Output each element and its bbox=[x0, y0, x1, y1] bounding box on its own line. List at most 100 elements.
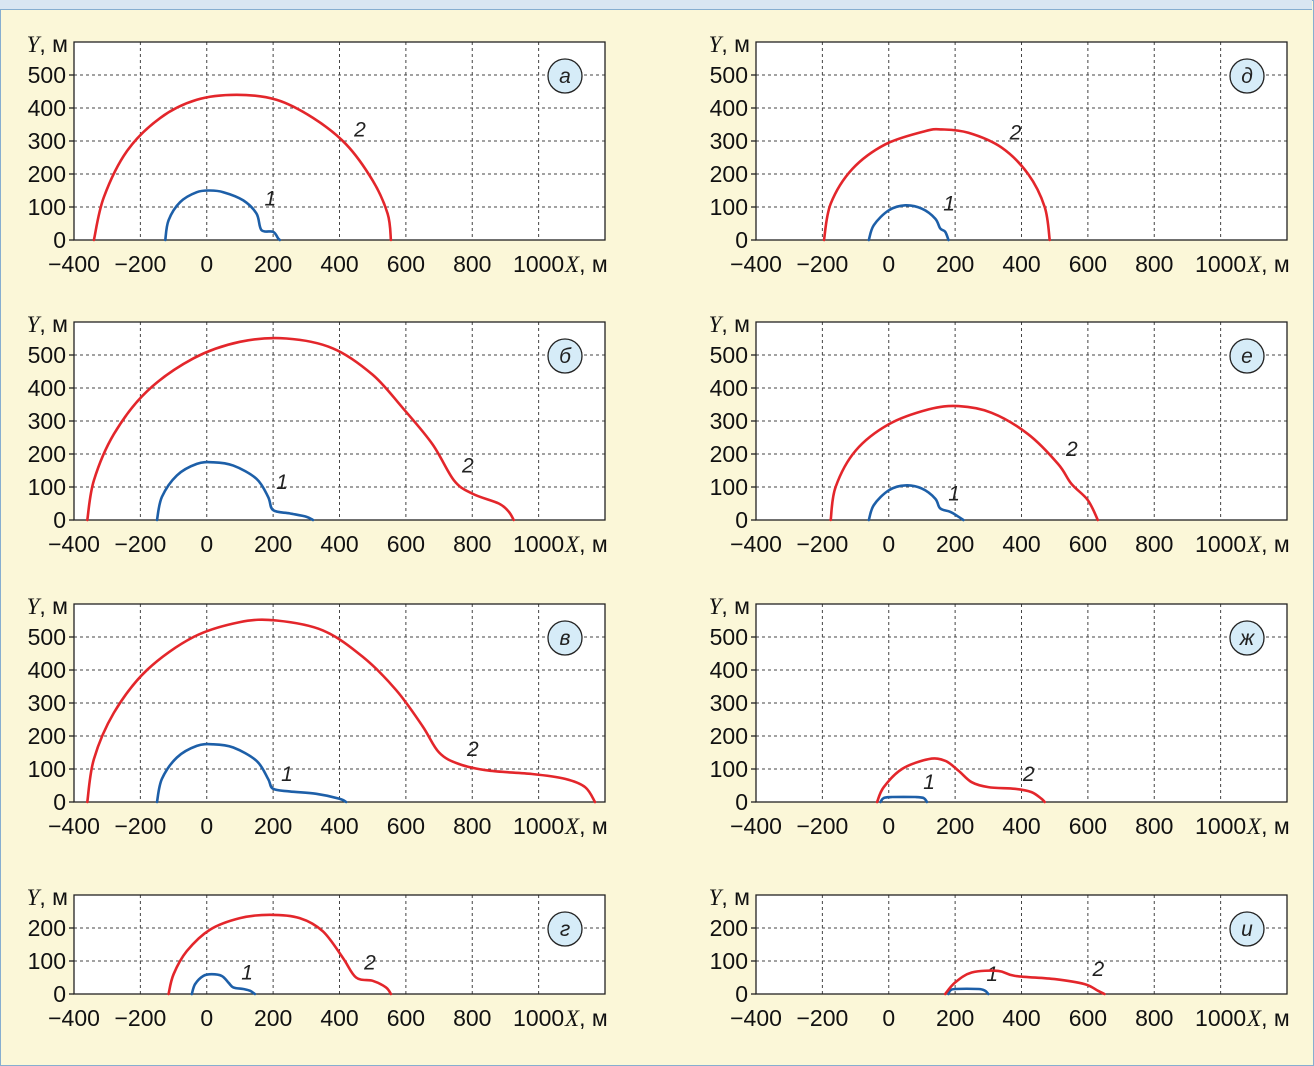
chart-panel-g: 0 100 200 −400 −200 0 200 400 600 800 1000 X, м Y, м… bbox=[27, 884, 608, 1031]
x-tick-label: 800 bbox=[1135, 813, 1173, 839]
y-tick-label: 400 bbox=[710, 657, 748, 683]
chart-panel-b: 0 100 200 300 400 500 −400 −200 0 200 400 600 800 100… bbox=[27, 311, 608, 557]
series-1-line bbox=[155, 742, 348, 804]
y-tick-label: 100 bbox=[710, 756, 748, 782]
x-tick-label: 200 bbox=[936, 531, 974, 557]
x-tick-label: 800 bbox=[453, 251, 491, 277]
panel-badge bbox=[547, 620, 583, 656]
x-tick-label: 1000 bbox=[1195, 1005, 1246, 1031]
y-tick-label: 400 bbox=[28, 375, 66, 401]
chart-panel-zh: 0 100 200 300 400 500 −400 −200 0 200 400 600 800 100… bbox=[709, 593, 1290, 839]
x-tick-label: 0 bbox=[200, 1005, 213, 1031]
series-2-line bbox=[86, 336, 515, 522]
series-1-line bbox=[879, 795, 929, 804]
x-tick-label: −200 bbox=[114, 531, 166, 557]
panel-badge bbox=[1229, 620, 1265, 656]
x-tick-label: 0 bbox=[200, 251, 213, 277]
y-tick-label: 300 bbox=[710, 690, 748, 716]
y-tick-label: 400 bbox=[710, 375, 748, 401]
panel-badge bbox=[547, 911, 583, 947]
y-axis-label: Y, м bbox=[27, 593, 68, 619]
series-1-line bbox=[190, 972, 257, 996]
y-tick-label: 0 bbox=[735, 789, 748, 815]
x-tick-label: 400 bbox=[1002, 531, 1040, 557]
x-axis-label: X, м bbox=[1246, 1005, 1290, 1031]
y-tick-label: 500 bbox=[28, 624, 66, 650]
series-2-line bbox=[943, 969, 1106, 996]
x-tick-label: −200 bbox=[796, 813, 848, 839]
x-tick-label: 400 bbox=[1002, 1005, 1040, 1031]
x-tick-label: 200 bbox=[936, 1005, 974, 1031]
y-tick-label: 200 bbox=[28, 915, 66, 941]
y-tick-label: 400 bbox=[28, 95, 66, 121]
x-tick-label: 0 bbox=[882, 251, 895, 277]
x-axis-label: X, м bbox=[1246, 813, 1290, 839]
panel-label: е bbox=[1241, 345, 1253, 368]
x-tick-label: 200 bbox=[254, 813, 292, 839]
panel-label: ж bbox=[1239, 627, 1256, 650]
panel-label: а bbox=[559, 65, 571, 88]
y-tick-label: 200 bbox=[710, 915, 748, 941]
panel-label: и bbox=[1241, 918, 1253, 941]
x-tick-label: 1000 bbox=[1195, 531, 1246, 557]
y-tick-label: 400 bbox=[710, 95, 748, 121]
x-tick-label: −400 bbox=[48, 813, 100, 839]
series-2-line bbox=[92, 93, 393, 242]
x-axis-label: X, м bbox=[564, 531, 608, 557]
x-tick-label: 0 bbox=[200, 813, 213, 839]
x-tick-label: 400 bbox=[320, 1005, 358, 1031]
series-1-label: 1 bbox=[986, 963, 998, 986]
series-2-label: 2 bbox=[1022, 763, 1035, 786]
series-2-label: 2 bbox=[1092, 958, 1105, 981]
y-tick-label: 0 bbox=[53, 981, 66, 1007]
x-tick-label: 200 bbox=[254, 1005, 292, 1031]
y-tick-label: 200 bbox=[28, 723, 66, 749]
chart-panel-a: 0 100 200 300 400 500 −400 −200 0 200 400 600 800 100… bbox=[27, 31, 608, 277]
x-tick-label: 200 bbox=[936, 813, 974, 839]
series-2-line bbox=[86, 618, 597, 804]
plot-frame bbox=[73, 894, 606, 995]
series-1-label: 1 bbox=[943, 193, 955, 216]
series-1-line bbox=[867, 484, 965, 522]
y-axis-label: Y, м bbox=[709, 884, 750, 910]
series-2-line bbox=[829, 404, 1100, 522]
y-tick-label: 500 bbox=[28, 342, 66, 368]
x-tick-label: 800 bbox=[1135, 1005, 1173, 1031]
y-tick-label: 500 bbox=[710, 342, 748, 368]
x-tick-label: 600 bbox=[1069, 251, 1107, 277]
x-tick-label: 200 bbox=[254, 251, 292, 277]
y-axis-label: Y, м bbox=[709, 311, 750, 337]
panel-badge bbox=[547, 338, 583, 374]
panel-badge bbox=[1229, 58, 1265, 94]
y-tick-label: 200 bbox=[28, 161, 66, 187]
x-tick-label: −400 bbox=[730, 531, 782, 557]
y-tick-label: 200 bbox=[710, 161, 748, 187]
x-tick-label: 800 bbox=[453, 1005, 491, 1031]
x-tick-label: 600 bbox=[387, 813, 425, 839]
x-tick-label: 1000 bbox=[513, 531, 564, 557]
x-tick-label: 0 bbox=[200, 531, 213, 557]
x-tick-label: 1000 bbox=[513, 813, 564, 839]
x-tick-label: −400 bbox=[48, 1005, 100, 1031]
x-tick-label: 400 bbox=[320, 531, 358, 557]
series-1-label: 1 bbox=[923, 771, 935, 794]
x-tick-label: −200 bbox=[114, 251, 166, 277]
y-tick-label: 200 bbox=[28, 441, 66, 467]
series-2-label: 2 bbox=[1009, 122, 1022, 145]
x-tick-label: 0 bbox=[882, 531, 895, 557]
y-tick-label: 100 bbox=[28, 474, 66, 500]
y-tick-label: 300 bbox=[710, 408, 748, 434]
y-tick-label: 300 bbox=[28, 690, 66, 716]
x-axis-label: X, м bbox=[564, 1005, 608, 1031]
top-strip bbox=[0, 0, 1312, 10]
x-axis-label: X, м bbox=[564, 251, 608, 277]
x-tick-label: −400 bbox=[48, 251, 100, 277]
x-tick-label: 600 bbox=[387, 1005, 425, 1031]
y-tick-label: 100 bbox=[28, 948, 66, 974]
y-tick-label: 0 bbox=[53, 789, 66, 815]
y-axis-label: Y, м bbox=[27, 884, 68, 910]
y-axis-label: Y, м bbox=[27, 311, 68, 337]
panel-label: б bbox=[559, 345, 572, 368]
y-tick-label: 200 bbox=[710, 723, 748, 749]
x-tick-label: −200 bbox=[796, 1005, 848, 1031]
